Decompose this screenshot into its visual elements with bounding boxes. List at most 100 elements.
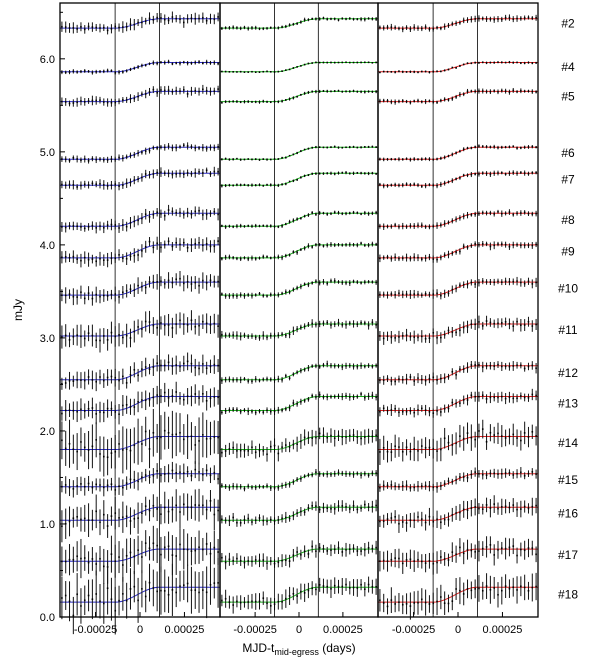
data-point — [217, 146, 219, 148]
data-point — [217, 280, 219, 283]
data-point — [352, 90, 355, 92]
data-point — [352, 243, 355, 246]
data-point — [451, 480, 454, 483]
data-point — [251, 410, 253, 413]
model-curve-17-panel-1 — [60, 548, 220, 562]
data-point — [413, 225, 415, 227]
data-point — [322, 146, 325, 149]
text-layer: #2#4#5#6#7#8#9#10#11#12#13#14#15#16#17#1… — [11, 16, 578, 657]
data-point — [247, 184, 250, 187]
data-point — [129, 288, 132, 291]
data-point — [186, 470, 189, 473]
data-point — [337, 546, 340, 549]
data-point — [190, 395, 193, 398]
data-point — [247, 601, 250, 603]
data-point — [520, 171, 522, 174]
data-point — [163, 473, 166, 475]
data-point — [485, 18, 488, 20]
data-point — [179, 18, 181, 20]
data-point — [386, 256, 389, 258]
data-point — [501, 365, 503, 368]
data-point — [485, 172, 488, 175]
data-point — [508, 323, 511, 325]
data-point — [106, 159, 109, 161]
data-point — [401, 158, 404, 161]
data-point — [462, 437, 465, 440]
data-point — [421, 445, 423, 447]
data-point — [122, 449, 124, 451]
data-point — [367, 395, 370, 398]
data-point — [455, 96, 457, 98]
data-point — [352, 172, 355, 175]
data-point — [224, 485, 227, 488]
data-point — [348, 508, 351, 510]
data-point — [417, 158, 419, 161]
data-point — [485, 90, 488, 93]
data-point — [417, 71, 419, 74]
data-point — [137, 480, 139, 483]
data-point — [315, 396, 317, 398]
data-point — [379, 379, 381, 382]
data-point — [213, 546, 216, 549]
data-point — [493, 554, 495, 556]
series-label: #7 — [561, 172, 575, 186]
data-point — [326, 18, 329, 20]
data-point — [72, 517, 75, 520]
data-point — [337, 243, 340, 246]
data-point — [424, 521, 427, 524]
data-point — [205, 438, 208, 440]
data-point — [76, 186, 78, 188]
data-point — [179, 243, 181, 246]
data-point — [179, 511, 181, 513]
data-point — [367, 280, 370, 283]
data-point — [209, 437, 212, 440]
data-point — [379, 451, 381, 453]
data-point — [179, 145, 181, 148]
data-point — [485, 145, 488, 148]
data-point — [179, 543, 181, 546]
data-point — [315, 365, 317, 367]
data-point — [202, 214, 204, 216]
data-point — [183, 584, 185, 587]
data-point — [209, 146, 212, 149]
data-point — [413, 519, 415, 522]
data-point — [512, 18, 515, 20]
data-point — [129, 478, 132, 481]
data-point — [61, 226, 63, 228]
data-point — [148, 91, 151, 93]
data-point — [360, 213, 362, 215]
data-point — [288, 291, 291, 293]
data-point — [447, 68, 450, 71]
data-point — [405, 293, 408, 296]
data-point — [141, 249, 143, 252]
data-point — [489, 321, 492, 324]
data-point — [516, 212, 518, 215]
data-point — [217, 170, 219, 173]
data-point — [303, 592, 306, 594]
data-point — [152, 324, 155, 327]
data-point — [382, 185, 385, 187]
data-point — [326, 172, 329, 175]
data-point — [311, 18, 313, 20]
data-point — [262, 158, 265, 160]
data-point — [228, 295, 231, 297]
data-point — [262, 70, 265, 73]
data-point — [443, 333, 446, 336]
data-point — [194, 172, 197, 174]
data-point — [512, 397, 515, 400]
data-point — [118, 413, 120, 416]
data-point — [122, 564, 124, 566]
data-point — [125, 599, 128, 602]
data-point — [300, 217, 302, 220]
data-point — [266, 453, 268, 456]
data-point — [421, 70, 423, 73]
data-point — [348, 212, 351, 214]
data-point — [527, 589, 530, 592]
data-point — [228, 256, 231, 258]
model-curve-14-panel-2 — [220, 436, 378, 450]
data-point — [296, 595, 298, 597]
data-point — [247, 410, 250, 413]
data-point — [447, 602, 450, 605]
data-point — [221, 599, 223, 602]
data-point — [485, 243, 488, 245]
